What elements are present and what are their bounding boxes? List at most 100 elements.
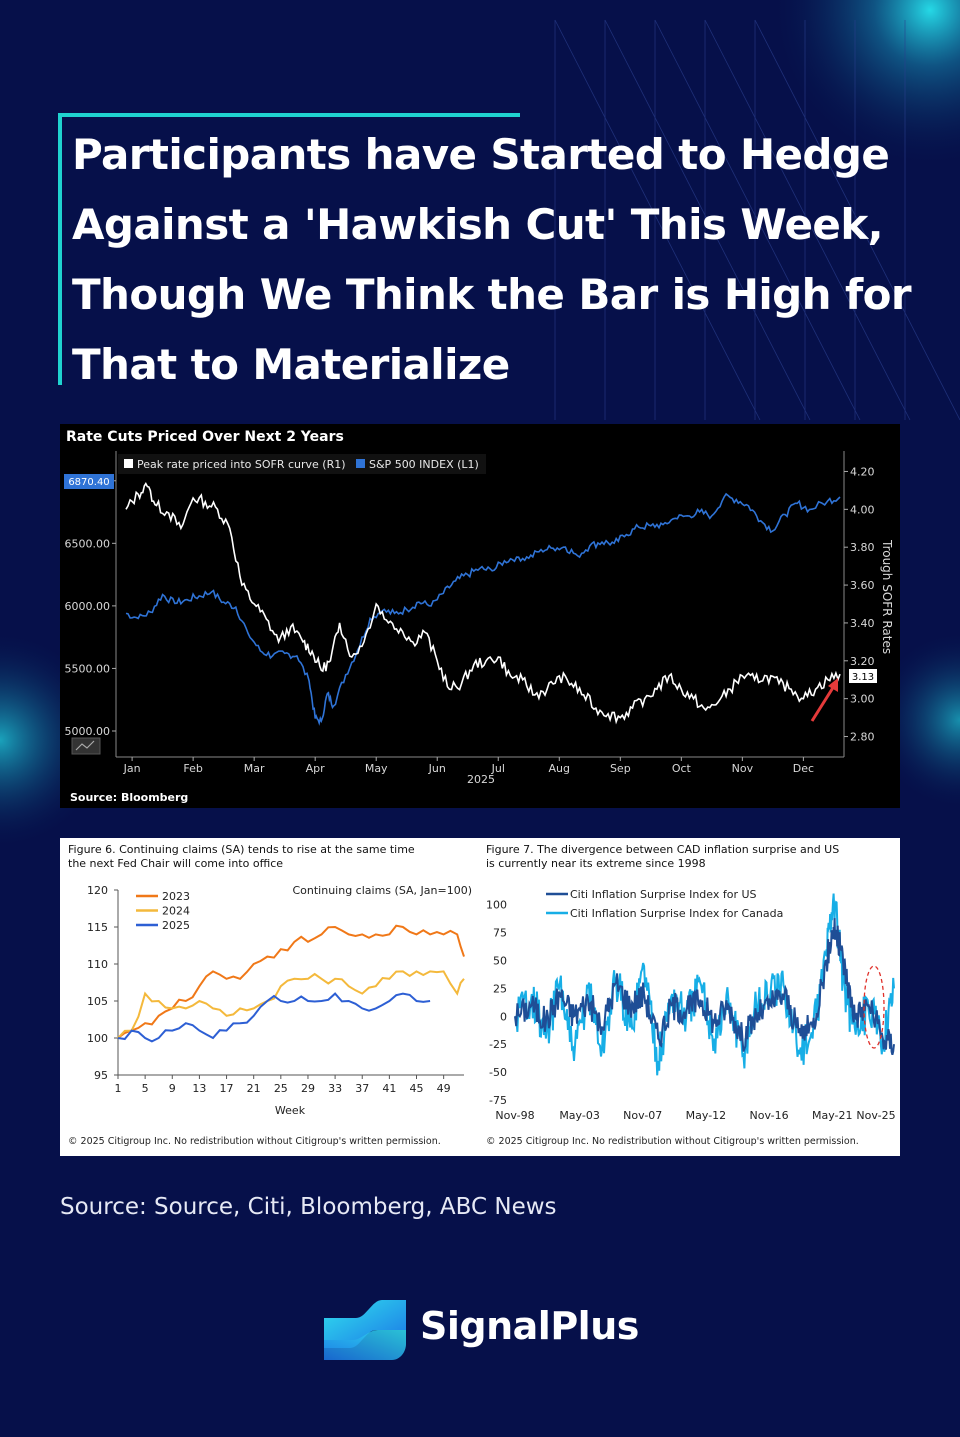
claims-2025-line xyxy=(117,992,431,1043)
chart2-title-line: Figure 6. Continuing claims (SA) tends t… xyxy=(68,843,415,856)
chart1-right-tick-label: 3.80 xyxy=(850,541,875,554)
spx-last-value-tag xyxy=(64,474,114,489)
chart3-title-line: Figure 7. The divergence between CAD inf… xyxy=(486,843,839,856)
chart1-x-axis: Jan Feb Mar Apr May Jun Jul Aug Sep Oct Nov Dec xyxy=(123,757,814,775)
chart2-y-tick-label: 115 xyxy=(87,921,108,934)
chart1-x-tick-label: Sep xyxy=(610,762,631,775)
brand-logo: SignalPlus xyxy=(322,1296,652,1366)
chart2-x-tick-label: 21 xyxy=(247,1082,261,1095)
chart1-left-tick-label: 6000.00 xyxy=(65,600,111,613)
chart2-copyright: © 2025 Citigroup Inc. No redistribution … xyxy=(68,1136,441,1147)
chart3-y-axis: 100 75 50 25 0 -25 -50 -75 xyxy=(486,899,507,1107)
inflation-surprise-chart: Figure 7. The divergence between CAD inf… xyxy=(486,843,896,1147)
extreme-highlight-circle xyxy=(863,965,885,1049)
claims-2023-line xyxy=(117,924,465,1039)
chart1-right-axis-label: Trough SOFR Rates xyxy=(880,539,894,654)
spx-last-value: 6870.40 xyxy=(68,477,109,488)
canada-inflation-line xyxy=(514,893,895,1076)
chart3-y-tick-label: -75 xyxy=(489,1094,507,1107)
legend-label-2023: 2023 xyxy=(162,890,190,903)
chart2-x-tick-label: 49 xyxy=(437,1082,451,1095)
chart-type-icon xyxy=(71,737,101,755)
chart1-right-tick-label: 3.40 xyxy=(850,617,875,630)
chart2-x-label: Week xyxy=(275,1104,306,1117)
chart2-x-tick-label: 41 xyxy=(382,1082,396,1095)
chart1-x-tick-label: Feb xyxy=(183,762,202,775)
claims-2024-line xyxy=(117,970,465,1039)
chart2-title-line: the next Fed Chair will come into office xyxy=(68,857,283,870)
chart3-x-tick-label: May-21 xyxy=(812,1109,853,1122)
chart1-x-tick-label: Jul xyxy=(491,762,505,775)
chart3-title-line: is currently near its extreme since 1998 xyxy=(486,857,706,870)
spx-legend-swatch xyxy=(356,459,365,468)
chart1-right-axis: 4.20 4.00 3.80 3.60 3.40 3.20 3.00 2.80 xyxy=(844,465,875,744)
red-arrow-icon xyxy=(810,678,838,722)
rate-cuts-chart: Rate Cuts Priced Over Next 2 Years 7000.… xyxy=(64,429,894,804)
chart2-subtitle: Continuing claims (SA, Jan=100) xyxy=(292,884,472,897)
chart2-y-tick-label: 95 xyxy=(94,1069,108,1082)
chart3-series xyxy=(514,893,895,1076)
sofr-last-value-tag xyxy=(849,669,877,683)
sofr-legend-swatch xyxy=(124,459,133,468)
chart3-y-tick-label: 50 xyxy=(493,955,507,968)
chart3-y-tick-label: -50 xyxy=(489,1066,507,1079)
chart3-x-tick-label: Nov-16 xyxy=(750,1109,789,1122)
chart1-x-tick-label: May xyxy=(365,762,388,775)
chart2-y-tick-label: 105 xyxy=(87,995,108,1008)
chart2-y-tick-label: 120 xyxy=(87,884,108,897)
chart2-series xyxy=(117,924,465,1043)
chart1-x-tick-label: Mar xyxy=(244,762,265,775)
continuing-claims-chart-panel: Figure 6. Continuing claims (SA) tends t… xyxy=(60,838,480,1156)
chart1-right-tick-label: 3.00 xyxy=(850,693,875,706)
chart2-x-tick-label: 33 xyxy=(328,1082,342,1095)
chart2-x-tick-label: 25 xyxy=(274,1082,288,1095)
chart1-x-tick-label: Oct xyxy=(672,762,692,775)
us-inflation-line xyxy=(514,918,895,1056)
chart3-x-tick-label: May-12 xyxy=(686,1109,727,1122)
chart1-year-label: 2025 xyxy=(467,773,495,786)
chart1-x-tick-label: Aug xyxy=(549,762,570,775)
chart2-title: Figure 6. Continuing claims (SA) tends t… xyxy=(68,843,415,870)
chart1-right-tick-label: 2.80 xyxy=(850,731,875,744)
chart2-x-tick-label: 37 xyxy=(355,1082,369,1095)
legend-label-canada: Citi Inflation Surprise Index for Canada xyxy=(570,907,783,920)
chart1-left-tick-label: 6500.00 xyxy=(65,537,111,550)
legend-label-2025: 2025 xyxy=(162,919,190,932)
chart2-y-axis: 120 115 110 105 100 95 xyxy=(87,884,118,1082)
legend-label-us: Citi Inflation Surprise Index for US xyxy=(570,888,757,901)
chart2-x-tick-label: 13 xyxy=(192,1082,206,1095)
chart3-title: Figure 7. The divergence between CAD inf… xyxy=(486,843,839,870)
chart1-x-tick-label: Jan xyxy=(123,762,141,775)
chart2-x-tick-label: 5 xyxy=(142,1082,149,1095)
chart1-x-tick-label: Nov xyxy=(732,762,754,775)
chart3-legend: Citi Inflation Surprise Index for US Citi… xyxy=(546,888,783,920)
chart3-y-tick-label: 100 xyxy=(486,899,507,912)
chart1-right-tick-label: 3.60 xyxy=(850,579,875,592)
chart1-x-tick-label: Dec xyxy=(793,762,814,775)
chart2-x-tick-label: 9 xyxy=(169,1082,176,1095)
chart1-left-tick-label: 5500.00 xyxy=(65,662,111,675)
chart3-x-tick-label: Nov-25 xyxy=(856,1109,895,1122)
inflation-surprise-chart-panel: Figure 7. The divergence between CAD inf… xyxy=(480,838,900,1156)
chart2-x-tick-label: 1 xyxy=(115,1082,122,1095)
chart1-left-tick-label: 5000.00 xyxy=(65,725,111,738)
chart2-x-tick-label: 45 xyxy=(410,1082,424,1095)
chart2-y-tick-label: 110 xyxy=(87,958,108,971)
chart3-y-tick-label: 75 xyxy=(493,927,507,940)
chart3-copyright: © 2025 Citigroup Inc. No redistribution … xyxy=(486,1136,859,1147)
title-frame xyxy=(58,113,520,385)
chart1-x-tick-label: Jun xyxy=(428,762,446,775)
chart1-right-tick-label: 4.00 xyxy=(850,503,875,516)
chart3-x-axis: Nov-98 May-03 Nov-07 May-12 Nov-16 May-21 Nov-… xyxy=(495,1109,895,1122)
chart1-source: Source: Bloomberg xyxy=(70,791,188,804)
legend-spx: S&P 500 INDEX (L1) xyxy=(369,458,479,471)
legend-label-2024: 2024 xyxy=(162,905,190,918)
continuing-claims-chart: Figure 6. Continuing claims (SA) tends t… xyxy=(68,843,472,1147)
page-title: Participants have Started to Hedge Again… xyxy=(72,130,912,389)
chart3-y-tick-label: -25 xyxy=(489,1038,507,1051)
brand-name: SignalPlus xyxy=(420,1304,639,1348)
sofr-last-value: 3.13 xyxy=(852,672,874,683)
chart1-title: Rate Cuts Priced Over Next 2 Years xyxy=(66,429,344,445)
rate-cuts-chart-panel: Rate Cuts Priced Over Next 2 Years 7000.… xyxy=(60,424,900,808)
